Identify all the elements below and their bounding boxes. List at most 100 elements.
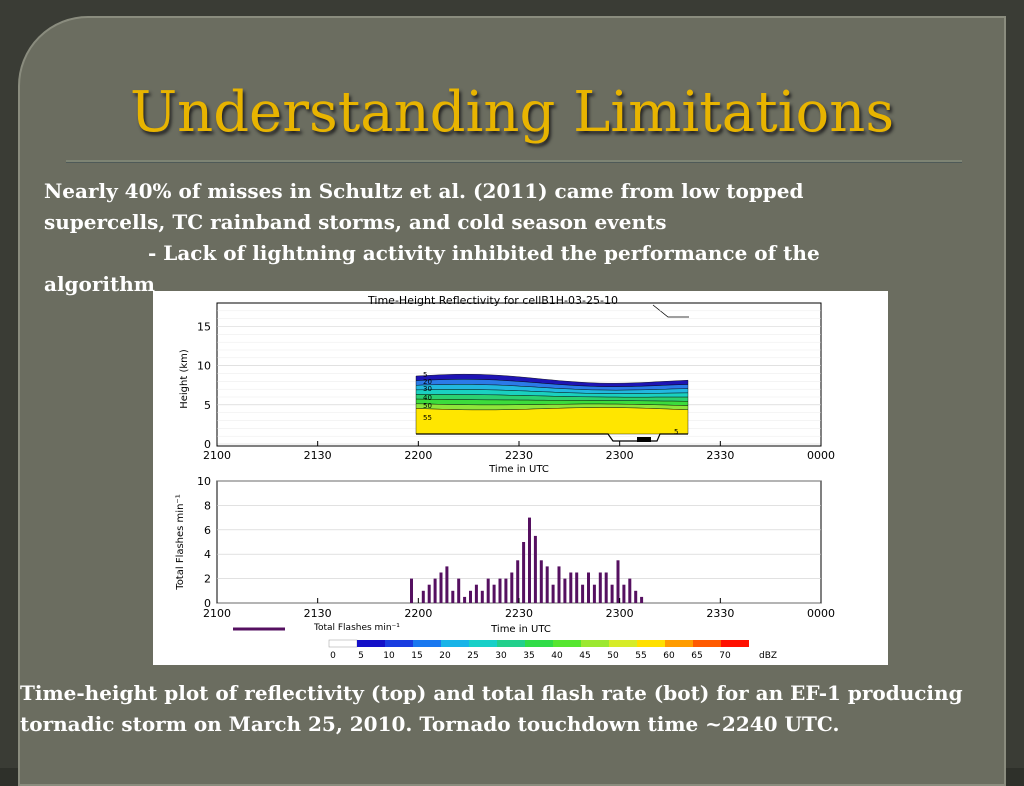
colorbar-swatch xyxy=(637,640,665,647)
flash-bar xyxy=(592,584,596,603)
colorbar-label: 20 xyxy=(439,651,451,661)
flash-bar xyxy=(463,596,467,603)
colorbar-swatch xyxy=(693,640,721,647)
x-tick-label: 2300 xyxy=(606,607,634,620)
x-tick-label: 2330 xyxy=(706,607,734,620)
x-tick-label: 2230 xyxy=(505,449,533,462)
x-tick-label: 0000 xyxy=(807,449,835,462)
flash-legend-label: Total Flashes min⁻¹ xyxy=(313,623,400,633)
colorbar-label: 65 xyxy=(691,651,702,661)
colorbar-label: 50 xyxy=(607,651,619,661)
y-tick-label: 2 xyxy=(204,573,211,586)
colorbar-unit: dBZ xyxy=(759,651,777,661)
colorbar-swatch xyxy=(609,640,637,647)
flash-bar xyxy=(469,590,472,603)
y-tick-label: 15 xyxy=(197,321,211,334)
colorbar-swatch xyxy=(469,640,497,647)
flash-bar xyxy=(480,590,484,603)
x-tick-label: 2130 xyxy=(304,449,332,462)
colorbar-label: 40 xyxy=(551,651,563,661)
flash-bar xyxy=(569,572,573,603)
x-tick-label: 2230 xyxy=(505,607,533,620)
contour-label: 40 xyxy=(423,394,432,402)
flash-bar xyxy=(563,578,567,603)
y-tick-label: 6 xyxy=(204,524,211,537)
flash-bar xyxy=(581,584,585,603)
contour-label: 5 xyxy=(674,428,678,436)
colorbar-swatch xyxy=(721,640,749,647)
flash-bar xyxy=(634,590,638,603)
colorbar-label: 25 xyxy=(467,651,478,661)
colorbar-label: 0 xyxy=(330,651,336,661)
contour-label: 30 xyxy=(423,385,432,393)
paragraph-line2: - Lack of lightning activity inhibited t… xyxy=(44,241,820,296)
colorbar-swatch xyxy=(357,640,385,647)
colorbar-swatch xyxy=(525,640,553,647)
figure-panel: Time-Height Reflectivity for cellB1H-03-… xyxy=(153,291,888,665)
colorbar-swatch xyxy=(413,640,441,647)
colorbar-swatch xyxy=(441,640,469,647)
flash-bar xyxy=(616,560,620,603)
reflectivity-x-axis-label: Time in UTC xyxy=(488,464,549,475)
contour-label: 50 xyxy=(423,402,432,410)
colorbar-label: 70 xyxy=(719,651,731,661)
colorbar-label: 5 xyxy=(358,651,364,661)
x-tick-label: 2200 xyxy=(404,449,432,462)
flash-bar xyxy=(587,572,590,603)
flash-bar xyxy=(528,517,531,603)
x-tick-label: 2200 xyxy=(404,607,432,620)
flash-bar xyxy=(516,560,520,603)
y-tick-label: 8 xyxy=(204,499,211,512)
colorbar-swatch xyxy=(581,640,609,647)
x-tick-label: 2100 xyxy=(203,449,231,462)
flash-x-axis-label: Time in UTC xyxy=(490,624,551,635)
x-tick-label: 2300 xyxy=(606,449,634,462)
y-tick-label: 0 xyxy=(204,597,211,610)
y-tick-label: 4 xyxy=(204,548,211,561)
flash-y-axis-label: Total Flashes min⁻¹ xyxy=(175,494,186,590)
colorbar-label: 35 xyxy=(523,651,534,661)
storm-base-line xyxy=(416,433,688,442)
flash-bar xyxy=(545,566,549,603)
title-divider xyxy=(66,160,962,163)
flash-bar xyxy=(522,542,526,603)
y-tick-label: 0 xyxy=(204,438,211,451)
reflectivity-chart-title: Time-Height Reflectivity for cellB1H-03-… xyxy=(367,294,618,307)
contour-label: 20 xyxy=(423,378,432,386)
flash-bar xyxy=(557,566,561,603)
flash-bar xyxy=(439,572,443,603)
flash-bar xyxy=(533,535,537,603)
body-paragraph: Nearly 40% of misses in Schultz et al. (… xyxy=(44,176,924,300)
colorbar-label: 60 xyxy=(663,651,675,661)
flash-bar xyxy=(474,584,478,603)
colorbar-swatch xyxy=(665,640,693,647)
flash-bar xyxy=(539,560,543,603)
x-tick-label: 2130 xyxy=(304,607,332,620)
x-tick-label: 2100 xyxy=(203,607,231,620)
contour-label: 55 xyxy=(423,414,432,422)
colorbar-label: 55 xyxy=(635,651,646,661)
flash-bar xyxy=(492,584,496,603)
flash-bar xyxy=(510,572,514,603)
reflectivity-x-ticks: 2100 2130 2200 2230 2300 2330 0000 xyxy=(203,441,835,462)
dbz-colorbar: 0 5 10 15 20 25 30 35 40 45 50 55 60 65 70 dBZ xyxy=(328,639,777,661)
flash-bar xyxy=(427,584,431,603)
colorbar-swatch xyxy=(497,640,525,647)
flash-bar xyxy=(498,578,502,603)
flash-x-ticks: 2100 2130 2200 2230 2300 2330 0000 xyxy=(203,598,835,620)
flash-bar xyxy=(451,590,455,603)
paragraph-line1: Nearly 40% of misses in Schultz et al. (… xyxy=(44,179,804,234)
figure-svg: Time-Height Reflectivity for cellB1H-03-… xyxy=(175,294,835,661)
flash-bar xyxy=(610,584,614,603)
colorbar-swatch xyxy=(328,639,358,648)
colorbar-label: 15 xyxy=(411,651,422,661)
colorbar-label: 30 xyxy=(495,651,507,661)
x-tick-label: 2330 xyxy=(706,449,734,462)
colorbar-label: 45 xyxy=(579,651,590,661)
flash-bar xyxy=(575,572,579,603)
flash-bar xyxy=(445,566,449,603)
title-leader-line xyxy=(652,304,689,318)
flash-bars xyxy=(410,517,644,603)
y-tick-label: 10 xyxy=(197,360,211,373)
